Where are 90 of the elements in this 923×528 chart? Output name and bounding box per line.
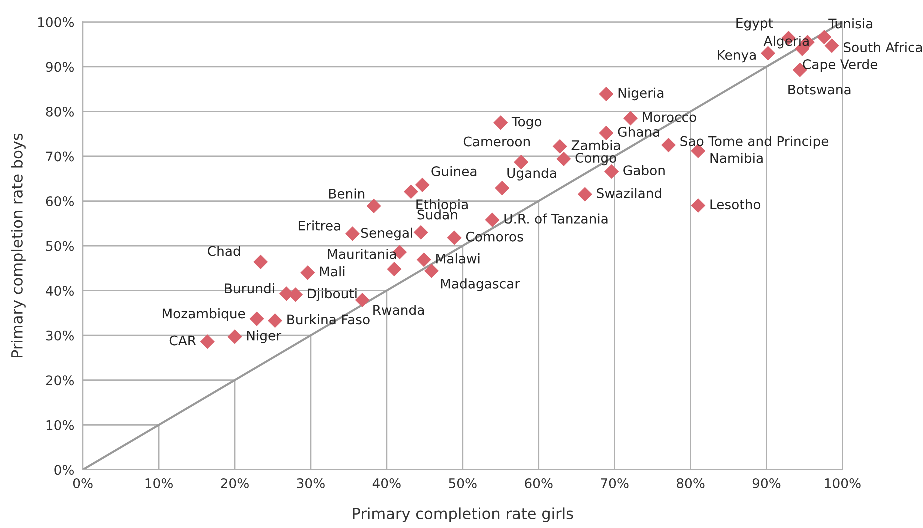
annotation: Lesotho	[710, 199, 761, 210]
annotation: Mauritania	[328, 249, 396, 260]
point	[387, 262, 402, 277]
point	[250, 312, 264, 326]
annotation: Kenya	[718, 50, 756, 63]
point	[599, 86, 614, 102]
point	[414, 225, 428, 240]
annotation: Morocco	[643, 112, 696, 122]
point	[345, 226, 360, 242]
annotation: Malawi	[436, 254, 480, 264]
point	[556, 152, 572, 166]
point	[366, 198, 382, 214]
annotation: Comoros	[466, 232, 524, 242]
point	[404, 184, 419, 200]
annotation: Burkina Faso	[288, 314, 370, 325]
annotation: Egypt	[736, 18, 774, 31]
annotation: Namibia	[710, 153, 763, 164]
annotation: Congo	[576, 153, 616, 166]
point	[416, 252, 432, 268]
y-tick-label: 30%	[46, 330, 74, 341]
annotation: Rwanda	[374, 304, 424, 316]
y-tick-label: 100%	[38, 17, 74, 28]
annotation: Mozambique	[162, 308, 246, 322]
point	[228, 330, 242, 344]
annotation: Ghana	[618, 126, 660, 138]
y-axis-title: Primary completion rate boys	[11, 134, 26, 358]
annotation: Botswana	[788, 84, 851, 95]
point	[817, 30, 832, 45]
point	[552, 139, 568, 154]
y-tick-label: 40%	[46, 286, 74, 296]
x-tick-label: 80%	[677, 478, 705, 488]
annotation: Uganda	[508, 168, 556, 181]
annotation: Sao Tome and Principe	[680, 136, 829, 149]
x-tick-label: 100%	[825, 478, 861, 488]
annotation: Swaziland	[597, 188, 662, 198]
annotation: Nigeria	[618, 88, 664, 101]
point	[415, 178, 430, 192]
annotation: Niger	[247, 330, 282, 344]
point	[355, 292, 370, 308]
x-tick-label: 90%	[752, 478, 781, 488]
x-tick-label: 10%	[146, 478, 173, 488]
annotation: Cape Verde	[803, 59, 878, 72]
point	[424, 264, 440, 278]
annotation: Burundi	[225, 283, 274, 294]
annotation: Guinea	[432, 166, 477, 176]
annotation: Madagascar	[441, 278, 520, 292]
y-tick-label: 60%	[46, 196, 74, 206]
x-tick-label: 40%	[372, 478, 401, 488]
annotation: South Africa	[844, 42, 922, 53]
annotation: CAR	[170, 336, 196, 346]
x-tick-label: 20%	[221, 478, 249, 488]
point	[495, 181, 510, 196]
y-tick-label: 10%	[46, 420, 74, 430]
annotation: Cameroon	[464, 136, 530, 147]
point	[599, 126, 614, 140]
point	[494, 116, 508, 130]
point	[485, 212, 500, 228]
annotation: Eritrea	[298, 220, 340, 231]
annotation: Senegal	[361, 228, 412, 241]
x-tick-label: 70%	[601, 478, 629, 488]
point	[254, 254, 268, 270]
y-tick-label: 0%	[54, 465, 74, 476]
y-tick-label: 70%	[46, 152, 74, 162]
point	[200, 334, 215, 350]
annotation: Zambia	[572, 140, 620, 150]
point	[623, 111, 638, 126]
annotation: Gabon	[624, 165, 665, 176]
point	[578, 187, 592, 202]
annotation: Benin	[329, 188, 365, 199]
point	[691, 198, 706, 214]
annotation: Chad	[208, 246, 240, 256]
annotation: Togo	[512, 116, 542, 130]
y-tick-label: 50%	[46, 241, 74, 252]
x-tick-label: 60%	[525, 478, 553, 488]
y-tick-label: 20%	[46, 376, 74, 386]
point	[661, 138, 676, 153]
annotation: Djibouti	[308, 288, 357, 302]
annotation: Mali	[320, 266, 345, 277]
point	[824, 38, 840, 54]
x-tick-label: 30%	[297, 478, 325, 488]
point	[300, 266, 316, 280]
annotation: U.R. of Tanzania	[504, 214, 608, 224]
x-axis-title: Primary completion rate girls	[353, 508, 574, 522]
point	[268, 314, 283, 328]
y-tick-label: 90%	[46, 62, 74, 72]
point	[447, 230, 462, 246]
annotation: Tunisia	[828, 18, 873, 29]
x-tick-label: 0%	[73, 478, 93, 488]
y-tick-label: 80%	[46, 106, 74, 117]
x-tick-label: 50%	[449, 478, 477, 488]
